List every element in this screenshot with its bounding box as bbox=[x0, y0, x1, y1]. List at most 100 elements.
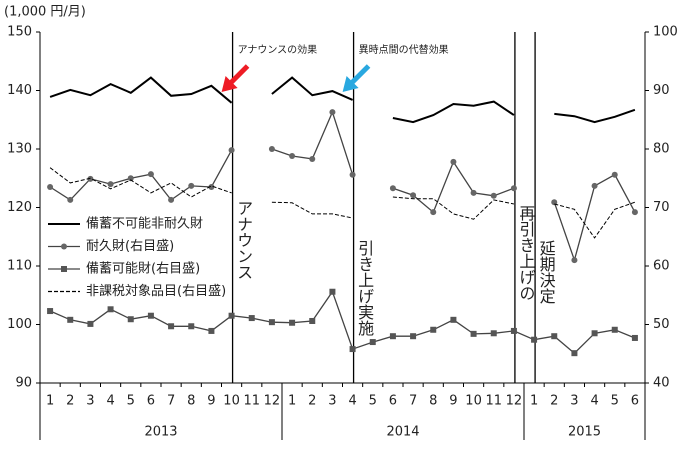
x-tick-label: 12 bbox=[264, 394, 281, 409]
x-tick-label: 8 bbox=[187, 394, 195, 409]
point bbox=[450, 159, 456, 165]
x-tick-label: 3 bbox=[328, 394, 336, 409]
callout-label: 異時点間の代替効果 bbox=[359, 43, 449, 56]
x-tick-label: 8 bbox=[429, 394, 437, 409]
point bbox=[188, 183, 194, 189]
x-tick-label: 9 bbox=[207, 394, 215, 409]
x-tick-label: 9 bbox=[449, 394, 457, 409]
x-tick-label: 1 bbox=[530, 394, 538, 409]
callout-label: アナウンスの効果 bbox=[238, 43, 318, 56]
point bbox=[471, 331, 477, 337]
y2-tick-label: 100 bbox=[653, 25, 678, 40]
legend-label: 備蓄可能財(右目盛) bbox=[86, 261, 200, 277]
x-tick-label: 1 bbox=[46, 394, 54, 409]
point bbox=[350, 346, 356, 352]
point bbox=[128, 316, 134, 322]
y-tick-label: 130 bbox=[7, 142, 32, 157]
point bbox=[430, 209, 436, 215]
x-tick-label: 2 bbox=[550, 394, 558, 409]
x-tick-label: 4 bbox=[348, 394, 356, 409]
point bbox=[289, 153, 295, 159]
legend-swatch bbox=[61, 266, 67, 272]
x-tick-label: 2 bbox=[66, 394, 74, 409]
y-tick-label: 110 bbox=[7, 259, 32, 274]
point bbox=[491, 330, 497, 336]
point bbox=[168, 197, 174, 203]
point bbox=[148, 313, 154, 319]
x-tick-label: 6 bbox=[631, 394, 639, 409]
point bbox=[269, 146, 275, 152]
point bbox=[430, 327, 436, 333]
y-tick-label: 100 bbox=[7, 317, 32, 332]
point bbox=[390, 185, 396, 191]
x-tick-label: 6 bbox=[147, 394, 155, 409]
x-tick-label: 11 bbox=[485, 394, 502, 409]
point bbox=[168, 323, 174, 329]
legend-label: 備蓄不可能非耐久財 bbox=[86, 216, 203, 232]
point bbox=[269, 319, 275, 325]
x-tick-label: 4 bbox=[106, 394, 114, 409]
event-label: 延期決定 bbox=[537, 240, 556, 304]
point bbox=[491, 193, 497, 199]
x-tick-label: 5 bbox=[369, 394, 377, 409]
point bbox=[612, 172, 618, 178]
point bbox=[592, 183, 598, 189]
event-label: 引き上げ実施 bbox=[355, 240, 374, 337]
y-tick-label: 120 bbox=[7, 200, 32, 215]
point bbox=[632, 335, 638, 341]
point bbox=[229, 313, 235, 319]
point bbox=[329, 109, 335, 115]
point bbox=[612, 327, 618, 333]
point bbox=[592, 330, 598, 336]
x-group-label: 2015 bbox=[568, 425, 601, 440]
x-tick-label: 5 bbox=[127, 394, 135, 409]
x-tick-label: 10 bbox=[223, 394, 240, 409]
point bbox=[108, 306, 114, 312]
x-tick-label: 6 bbox=[389, 394, 397, 409]
point bbox=[87, 321, 93, 327]
x-group-label: 2013 bbox=[144, 425, 177, 440]
point bbox=[309, 156, 315, 162]
point bbox=[188, 323, 194, 329]
y2-tick-label: 70 bbox=[653, 200, 670, 215]
legend-swatch bbox=[61, 244, 67, 250]
x-tick-label: 5 bbox=[611, 394, 619, 409]
point bbox=[289, 320, 295, 326]
y2-tick-label: 50 bbox=[653, 317, 670, 332]
x-tick-label: 7 bbox=[167, 394, 175, 409]
x-tick-label: 12 bbox=[506, 394, 523, 409]
point bbox=[329, 289, 335, 295]
point bbox=[47, 308, 53, 314]
y2-tick-label: 40 bbox=[653, 376, 670, 391]
point bbox=[67, 197, 73, 203]
point bbox=[208, 328, 214, 334]
point bbox=[511, 328, 517, 334]
y-tick-label: 140 bbox=[7, 83, 32, 98]
y-tick-label: 150 bbox=[7, 25, 32, 40]
x-tick-label: 7 bbox=[409, 394, 417, 409]
y-tick-label: 90 bbox=[15, 376, 32, 391]
point bbox=[531, 337, 537, 343]
y2-tick-label: 60 bbox=[653, 259, 670, 274]
x-tick-label: 11 bbox=[243, 394, 260, 409]
event-label: 再引き上げの bbox=[516, 205, 535, 301]
legend-label: 耐久財(右目盛) bbox=[86, 239, 174, 254]
point bbox=[511, 185, 517, 191]
point bbox=[47, 184, 53, 190]
point bbox=[551, 333, 557, 339]
point bbox=[108, 181, 114, 187]
legend-label: 非課税対象品目(右目盛) bbox=[86, 283, 226, 299]
x-tick-label: 10 bbox=[465, 394, 482, 409]
point bbox=[390, 333, 396, 339]
x-group-label: 2014 bbox=[386, 425, 419, 440]
point bbox=[410, 192, 416, 198]
x-tick-label: 3 bbox=[570, 394, 578, 409]
y2-tick-label: 90 bbox=[653, 83, 670, 98]
point bbox=[249, 315, 255, 321]
point bbox=[148, 171, 154, 177]
point bbox=[571, 350, 577, 356]
point bbox=[632, 209, 638, 215]
point bbox=[471, 190, 477, 196]
x-tick-label: 2 bbox=[308, 394, 316, 409]
